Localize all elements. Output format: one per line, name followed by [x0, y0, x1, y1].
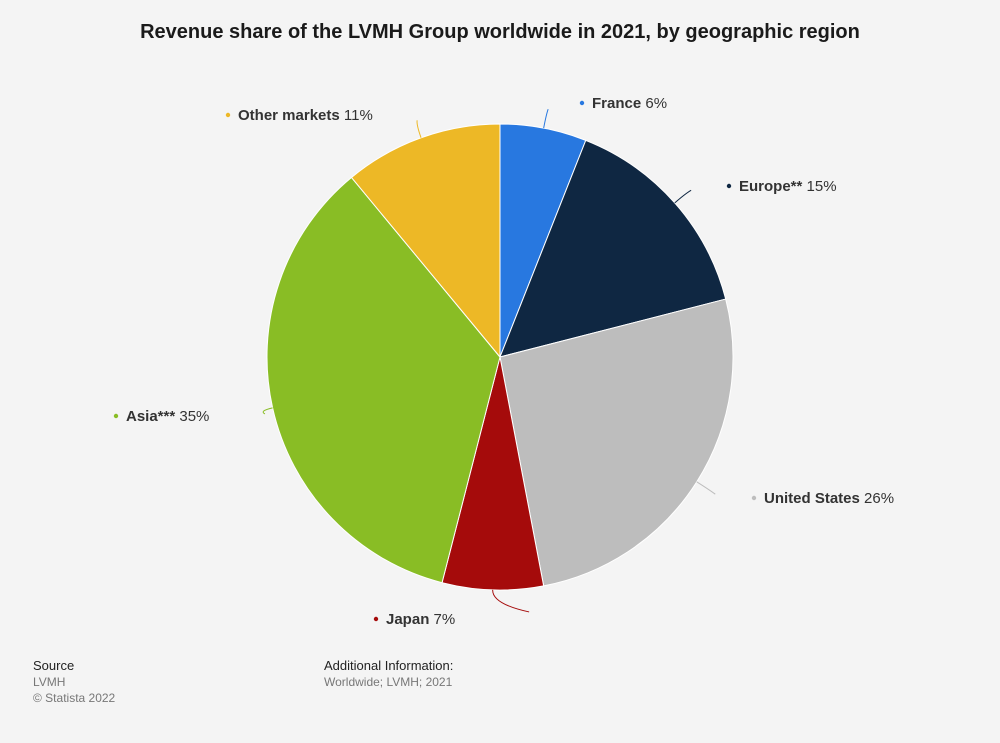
copyright: © Statista 2022: [33, 691, 116, 705]
data-label: Europe** 15%: [739, 178, 837, 195]
data-label: Japan 7%: [386, 611, 455, 628]
connector-line: [492, 589, 530, 613]
label-bullet: [751, 495, 757, 501]
connector-line: [262, 407, 273, 415]
connector-line: [696, 481, 716, 495]
label-bullet: [726, 183, 732, 189]
connector-line: [543, 109, 549, 129]
data-label: Asia*** 35%: [126, 408, 209, 425]
connector-line: [674, 189, 692, 204]
source-name: LVMH: [33, 675, 66, 689]
data-label: France 6%: [592, 95, 667, 112]
pie-slice[interactable]: [441, 356, 545, 591]
additional-info-text: Worldwide; LVMH; 2021: [324, 675, 453, 689]
connector-line: [416, 120, 422, 138]
data-label: United States 26%: [764, 490, 894, 507]
pie-slice[interactable]: [350, 123, 501, 359]
pie-slice[interactable]: [266, 176, 501, 584]
additional-info-heading: Additional Information:: [324, 658, 454, 673]
pie-chart: France 6% Europe** 15% United States 26% Ja…: [113, 95, 894, 628]
label-bullet: [579, 100, 585, 106]
source-block: Source LVMH © Statista 2022: [33, 658, 115, 706]
label-bullet: [373, 616, 379, 622]
label-bullet: [113, 413, 119, 419]
source-heading: Source: [33, 658, 75, 673]
additional-info-block: Additional Information: Worldwide; LVMH;…: [324, 658, 453, 690]
data-label: Other markets 11%: [238, 107, 373, 124]
chart-title: Revenue share of the LVMH Group worldwid…: [140, 21, 860, 43]
label-bullet: [225, 112, 231, 118]
